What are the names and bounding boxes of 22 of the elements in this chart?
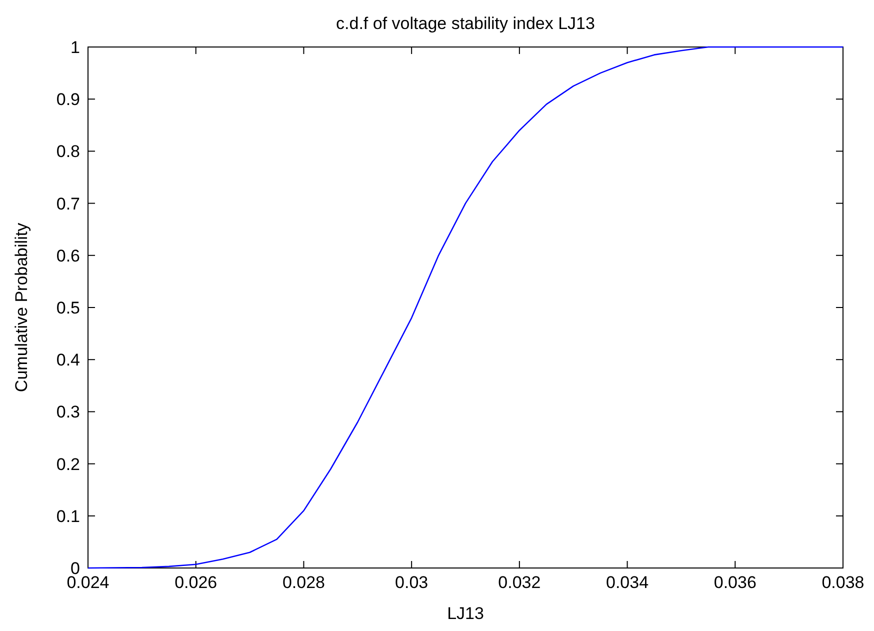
y-tick-label: 0.1 xyxy=(56,506,80,526)
y-tick-label: 0.7 xyxy=(56,194,80,214)
x-tick-label: 0.024 xyxy=(66,573,110,592)
y-tick-label: 0.4 xyxy=(56,350,80,370)
x-tick-label: 0.03 xyxy=(395,573,428,592)
y-tick-label: 0.6 xyxy=(56,246,80,266)
x-tick-label: 0.034 xyxy=(606,573,649,592)
y-tick-label: 0.2 xyxy=(56,454,80,474)
y-tick-label: 1 xyxy=(70,38,80,57)
y-tick-label: 0.3 xyxy=(56,402,80,422)
y-tick-label: 0.5 xyxy=(56,298,80,318)
y-axis-title: Cumulative Probability xyxy=(12,222,31,392)
chart-title: c.d.f of voltage stability index LJ13 xyxy=(336,14,595,33)
x-tick-label: 0.032 xyxy=(498,573,541,592)
x-tick-label: 0.036 xyxy=(714,573,756,592)
y-tick-label: 0.8 xyxy=(56,142,80,162)
x-tick-label: 0.028 xyxy=(282,573,325,592)
x-tick-label: 0.026 xyxy=(174,573,218,592)
x-axis-title: LJ13 xyxy=(447,604,484,623)
x-tick-label: 0.038 xyxy=(822,573,864,592)
y-tick-label: 0.9 xyxy=(56,90,80,110)
line-series xyxy=(87,46,844,569)
